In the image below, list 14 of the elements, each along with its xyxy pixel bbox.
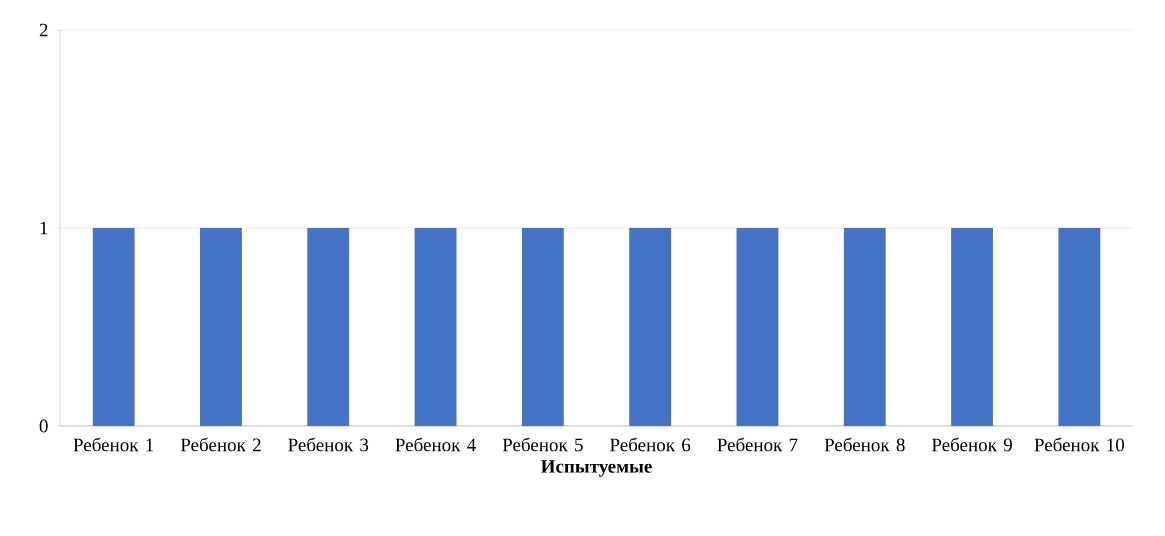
x-tick-label: Ребенок 2 xyxy=(180,437,261,452)
x-tick-label: Ребенок 9 xyxy=(931,437,1012,452)
x-axis-title: Испытуемые xyxy=(541,460,652,477)
x-tick-label: Ребенок 10 xyxy=(1034,437,1125,452)
x-tick-label: Ребенок 8 xyxy=(824,437,905,452)
x-tick-label: Ребенок 4 xyxy=(395,437,476,452)
x-tick-label: Ребенок 3 xyxy=(288,437,369,452)
y-tick-label: 0 xyxy=(39,419,48,433)
y-tick-label: 1 xyxy=(40,221,48,235)
x-tick-label: Ребенок 1 xyxy=(73,437,154,452)
x-tick-label: Ребенок 6 xyxy=(610,437,691,452)
x-tick-label: Ребенок 7 xyxy=(717,437,798,452)
y-tick-label: 2 xyxy=(39,23,48,37)
x-tick-label: Ребенок 5 xyxy=(502,437,583,452)
